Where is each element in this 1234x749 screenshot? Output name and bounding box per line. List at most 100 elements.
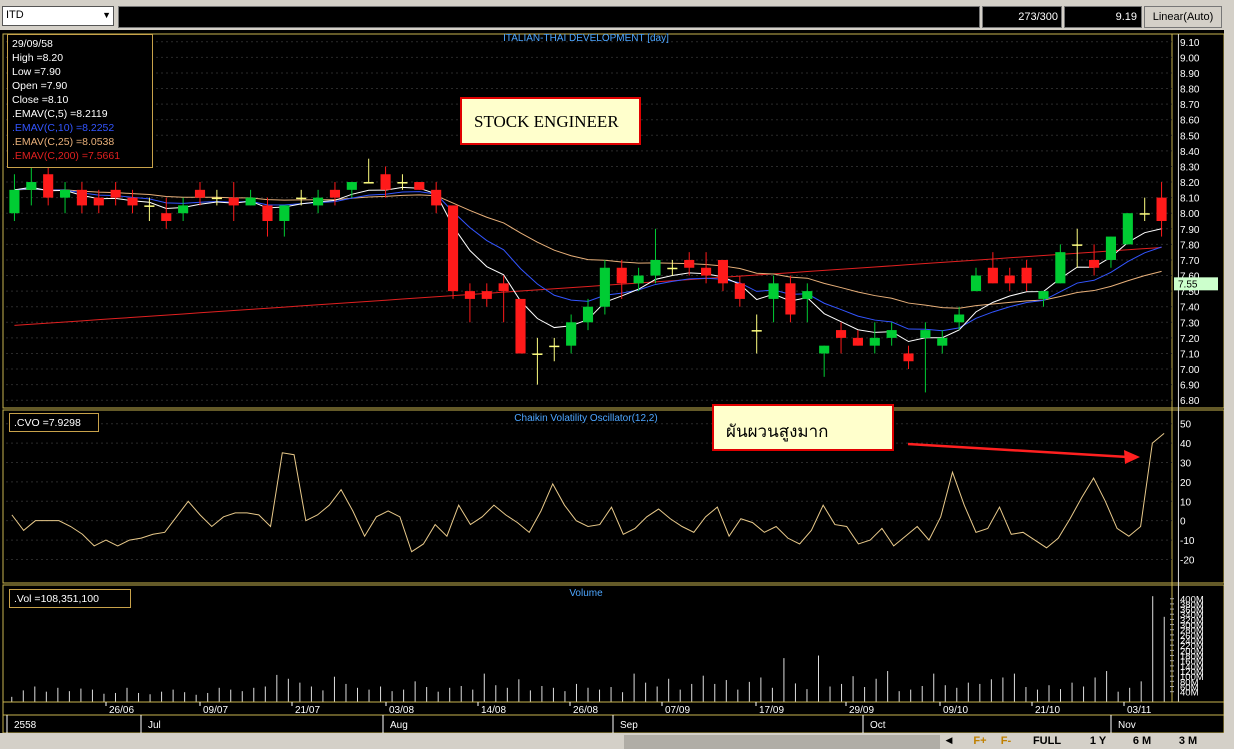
volume-tick-label: 240M bbox=[1180, 636, 1204, 647]
candle-body bbox=[954, 314, 965, 323]
last-value-display: 9.19 bbox=[1064, 6, 1142, 28]
price-tick-label: 6.90 bbox=[1180, 381, 1200, 392]
candle-body bbox=[1055, 252, 1066, 284]
three-month-button[interactable]: 3 M bbox=[1178, 735, 1198, 747]
candle-body bbox=[667, 267, 678, 270]
candle-body bbox=[852, 337, 863, 346]
cvo-tick-label: 30 bbox=[1180, 458, 1192, 469]
date-tick-label: 17/09 bbox=[759, 705, 784, 716]
volume-tick-label: 160M bbox=[1180, 657, 1204, 668]
candle-body bbox=[734, 283, 745, 299]
candle-body bbox=[431, 189, 442, 206]
price-tick-label: 7.40 bbox=[1180, 303, 1200, 314]
bar-range-display: 273/300 bbox=[982, 6, 1062, 28]
cvo-tick-label: 10 bbox=[1180, 497, 1192, 508]
info-ema10: .EMAV(C,10) =8.2252 bbox=[12, 122, 115, 134]
candle-body bbox=[886, 330, 897, 338]
price-tick-label: 8.30 bbox=[1180, 162, 1200, 173]
chevron-down-icon[interactable]: ▼ bbox=[102, 10, 111, 20]
candle-body bbox=[397, 182, 408, 184]
volume-tick-label: 320M bbox=[1180, 615, 1204, 626]
candle-body bbox=[515, 298, 526, 354]
symbol-select[interactable]: ITD ▼ bbox=[2, 6, 114, 26]
candle-body bbox=[296, 197, 307, 200]
candle-body bbox=[26, 182, 37, 190]
info-close: Close =8.10 bbox=[12, 94, 69, 106]
scroll-left-icon[interactable]: ◀ bbox=[945, 735, 953, 745]
info-ema200: .EMAV(C,200) =7.5661 bbox=[12, 150, 121, 162]
cvo-tick-label: 40 bbox=[1180, 439, 1192, 450]
info-high: High =8.20 bbox=[12, 52, 64, 64]
price-tick-label: 8.10 bbox=[1180, 194, 1200, 205]
candle-body bbox=[802, 291, 813, 299]
ema25-line bbox=[14, 188, 1162, 309]
date-tick-label: 07/09 bbox=[665, 705, 690, 716]
price-tick-label: 7.30 bbox=[1180, 318, 1200, 329]
candle-body bbox=[869, 337, 880, 346]
candle-body bbox=[970, 275, 982, 292]
volume-tick-label: 80M bbox=[1180, 677, 1199, 688]
annotation-note: ผันผวนสูงมาก bbox=[712, 404, 894, 451]
candle-body bbox=[211, 197, 222, 200]
vertical-scrollbar[interactable] bbox=[1224, 30, 1234, 749]
volume-tick-label: 120M bbox=[1180, 667, 1204, 678]
zoom-in-button[interactable]: F+ bbox=[973, 735, 987, 747]
volume-tick-label: 340M bbox=[1180, 610, 1204, 621]
candle-body bbox=[616, 267, 627, 284]
candle-body bbox=[819, 345, 830, 354]
candle-body bbox=[1122, 213, 1133, 245]
candle-body bbox=[43, 174, 54, 198]
date-tick-label: 21/10 bbox=[1035, 705, 1060, 716]
candle-body bbox=[194, 189, 206, 198]
candle-body bbox=[346, 182, 357, 190]
candle-body bbox=[987, 267, 998, 284]
full-range-button[interactable]: FULL bbox=[1032, 735, 1062, 747]
candle-body bbox=[1105, 236, 1117, 260]
candle-body bbox=[582, 306, 594, 323]
price-tick-label: 7.50 bbox=[1180, 287, 1200, 298]
candle-body bbox=[633, 275, 644, 284]
price-tick-label: 7.60 bbox=[1180, 272, 1200, 283]
date-tick-label: 09/07 bbox=[203, 705, 228, 716]
candle-body bbox=[701, 267, 712, 276]
candle-body bbox=[464, 291, 475, 299]
horizontal-scrollbar[interactable] bbox=[624, 735, 940, 749]
date-tick-label: 26/06 bbox=[109, 705, 134, 716]
candle-body bbox=[245, 197, 256, 206]
candle-body bbox=[9, 189, 20, 214]
candle-body bbox=[835, 330, 847, 338]
chart-title-bar bbox=[118, 6, 980, 28]
candle-body bbox=[717, 259, 729, 284]
one-year-button[interactable]: 1 Y bbox=[1089, 735, 1107, 747]
candle-body bbox=[768, 283, 779, 299]
scale-mode-button[interactable]: Linear(Auto) bbox=[1144, 6, 1222, 28]
price-tick-label: 9.10 bbox=[1180, 38, 1200, 49]
cvo-line bbox=[11, 433, 1165, 553]
volume-tick-label: 140M bbox=[1180, 662, 1204, 673]
date-tick-label: 21/07 bbox=[295, 705, 320, 716]
volume-tick-label: 260M bbox=[1180, 631, 1204, 642]
candle-body bbox=[1021, 267, 1032, 284]
ohlc-info-box: 29/09/58 High =8.20 Low =7.90 Open =7.90… bbox=[7, 34, 153, 168]
price-tick-label: 8.70 bbox=[1180, 100, 1200, 111]
candle-body bbox=[1004, 275, 1015, 284]
candle-body bbox=[1139, 213, 1150, 215]
date-tick-label: 03/08 bbox=[389, 705, 414, 716]
stock-chart[interactable]: 6.80 6.90 7.00 7.10 7.20 7.30 7.40 7.50 7.60 7.70… bbox=[0, 30, 1224, 733]
panel-frame bbox=[2, 33, 1224, 409]
six-month-button[interactable]: 6 M bbox=[1132, 735, 1152, 747]
candle-body bbox=[414, 182, 425, 190]
panel-frame bbox=[2, 584, 1224, 703]
month-label: 2558 bbox=[14, 720, 37, 731]
month-label: Oct bbox=[870, 720, 886, 731]
price-tick-label: 7.00 bbox=[1180, 365, 1200, 376]
candle-body bbox=[684, 259, 695, 268]
month-label: Aug bbox=[390, 720, 408, 731]
date-tick-label: 09/10 bbox=[943, 705, 968, 716]
candle-body bbox=[447, 205, 459, 292]
candle-body bbox=[920, 330, 931, 338]
price-tick-label: 8.00 bbox=[1180, 209, 1200, 220]
month-label: Nov bbox=[1118, 720, 1136, 731]
zoom-out-button[interactable]: F- bbox=[1000, 735, 1012, 747]
volume-tick-label: 60M bbox=[1180, 683, 1199, 694]
